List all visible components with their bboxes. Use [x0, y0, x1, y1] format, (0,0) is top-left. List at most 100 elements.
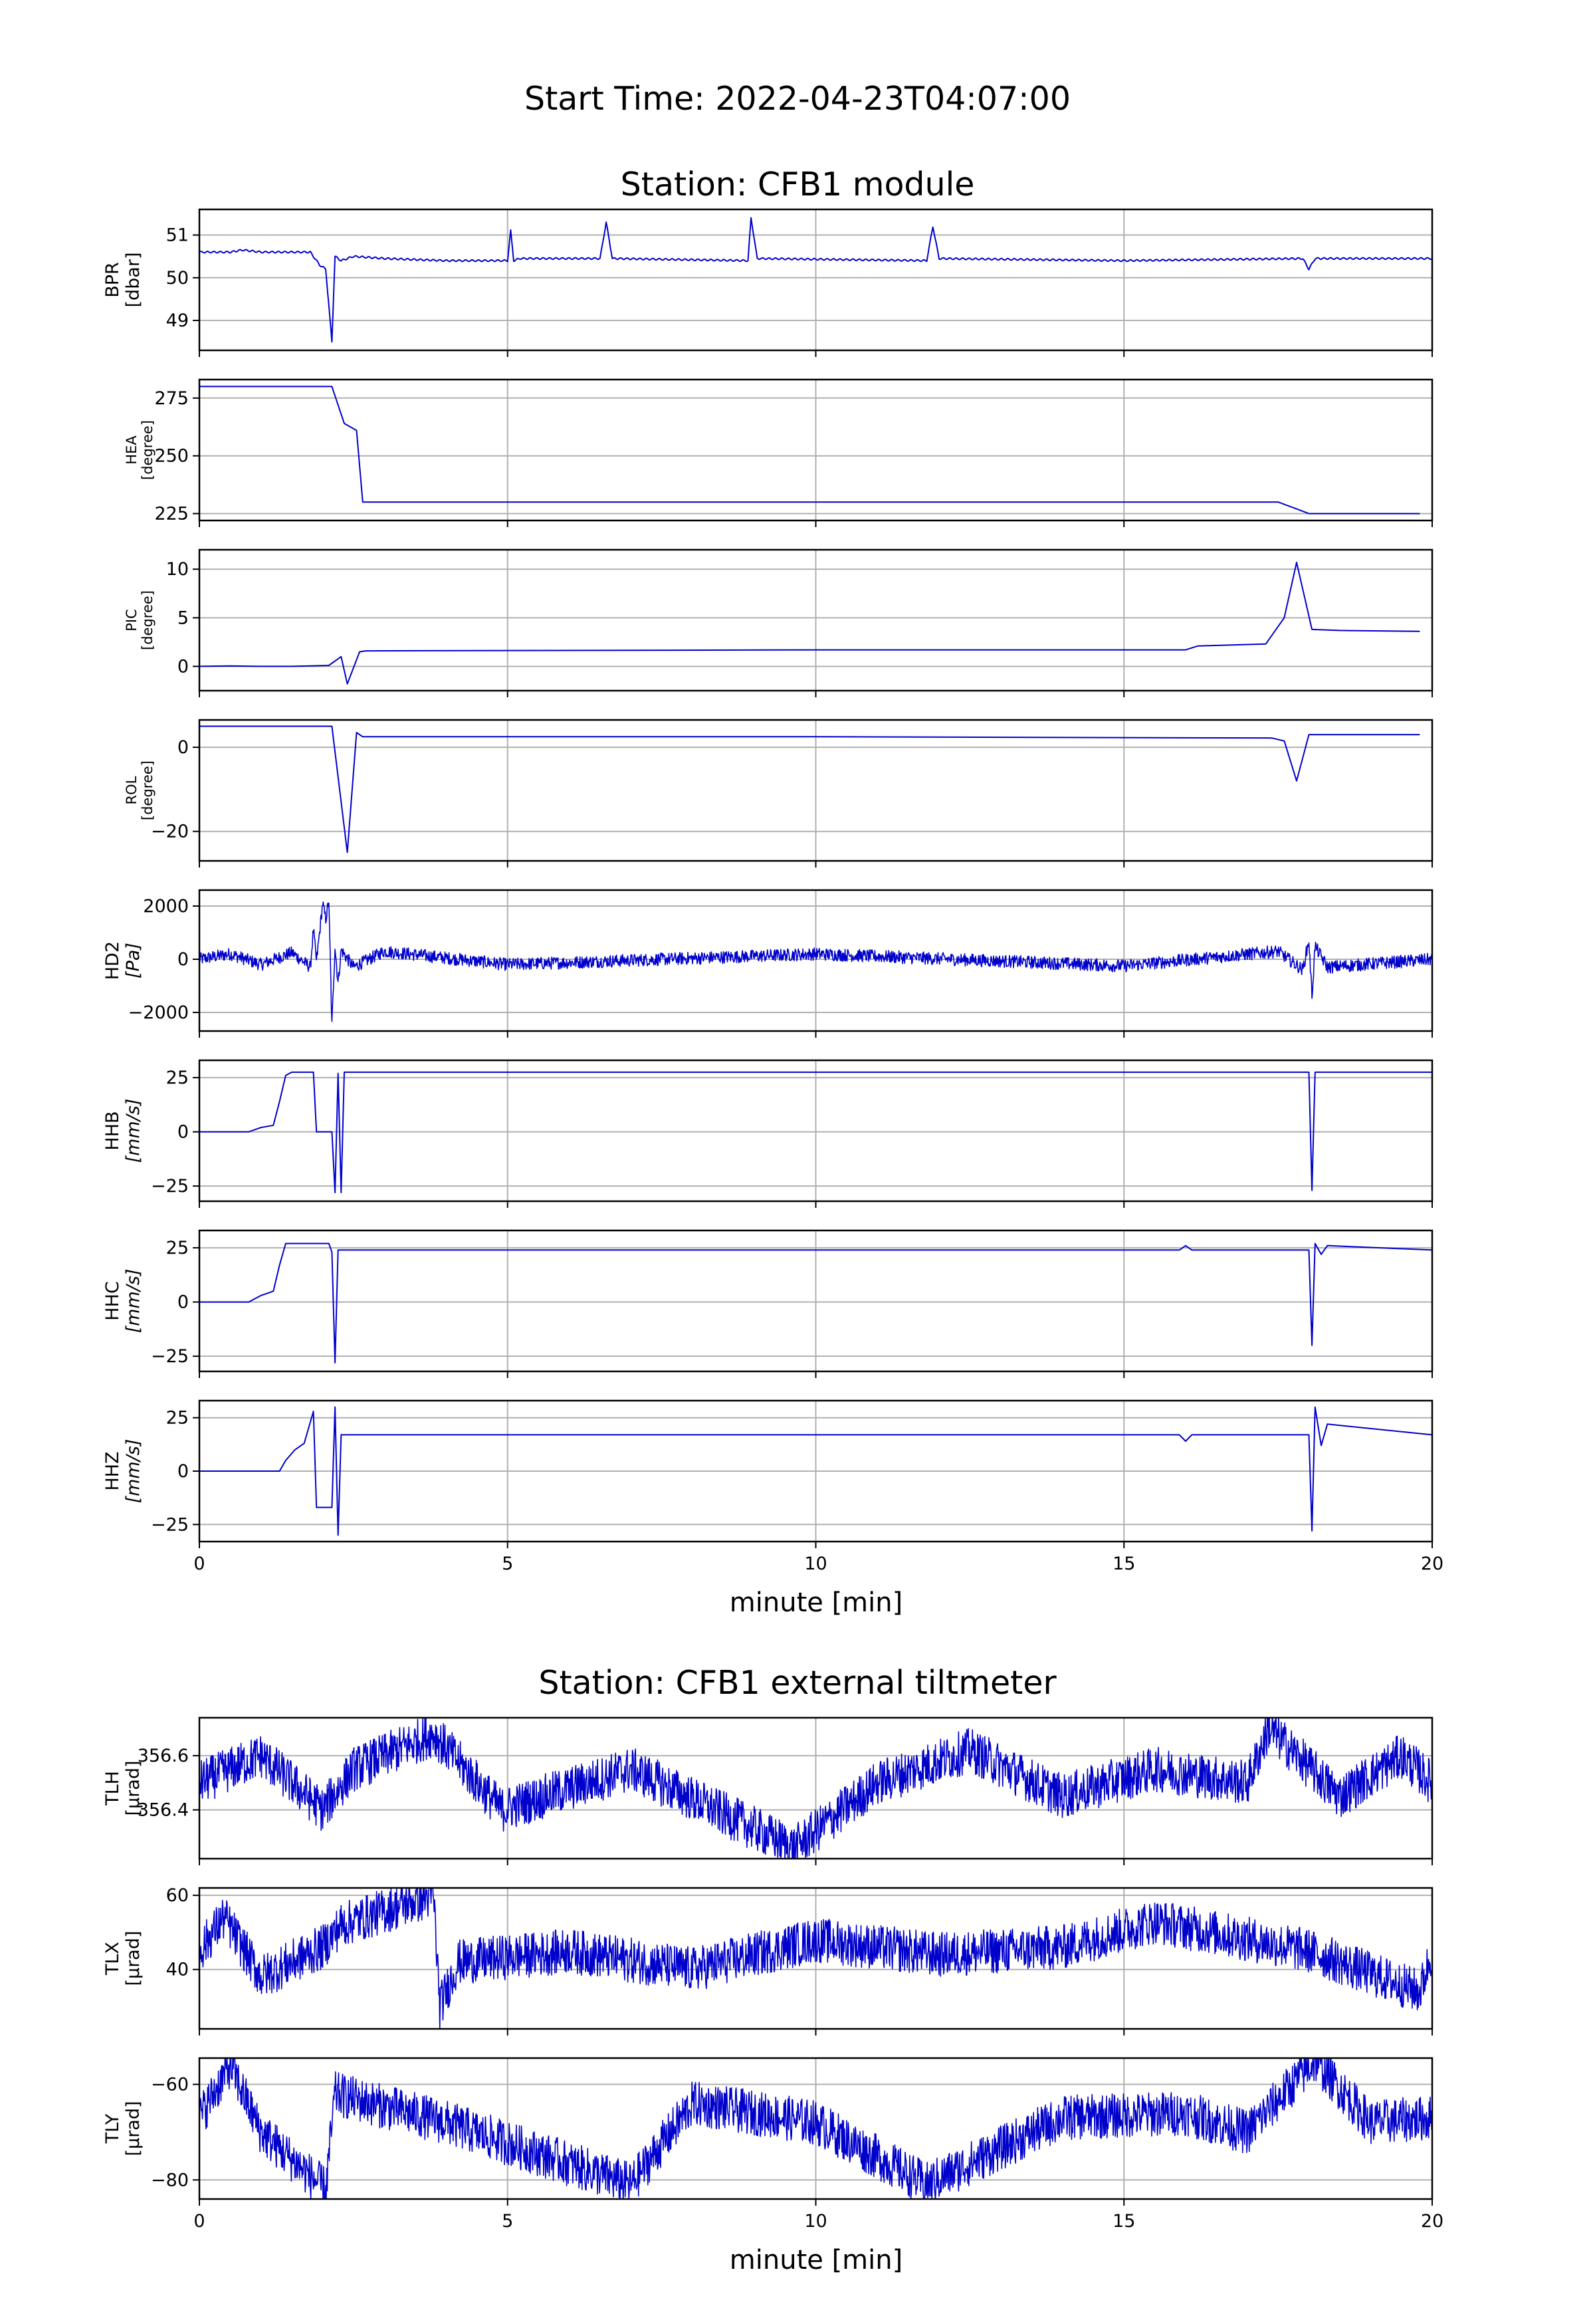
y-axis-label-line: HHC — [102, 1281, 123, 1320]
subplot-hhb: −25 0 25 HHB[mm/s] — [102, 1059, 1434, 1208]
y-tick-label: −2000 — [128, 1002, 189, 1023]
y-tick-label: −25 — [151, 1514, 189, 1535]
y-axis-label-line: [μrad] — [123, 1760, 144, 1815]
y-tick-label: 10 — [166, 559, 189, 580]
x-tick-label: 15 — [1113, 2211, 1135, 2232]
y-axis-label-line: HHB — [102, 1111, 123, 1150]
series-line — [199, 1718, 1432, 1859]
figure-suptitle: Start Time: 2022-04-23T04:07:00 — [524, 80, 1071, 118]
y-axis-label: PIC[degree] — [124, 590, 156, 650]
y-tick-label: 51 — [166, 225, 189, 246]
series-line — [199, 1406, 1432, 1536]
axes-frame — [198, 548, 1434, 692]
x-axis-label-module: minute [min] — [730, 1587, 903, 1618]
y-axis-label: TLY[μrad] — [102, 2101, 144, 2156]
subplot-hhc: −25 0 25 HHC[mm/s] — [102, 1229, 1434, 1378]
x-tick-label: 0 — [193, 1554, 205, 1574]
axes-frame — [198, 1716, 1434, 1860]
y-axis-label-line: TLY — [102, 2113, 123, 2144]
x-tick-label: 5 — [502, 2211, 513, 2232]
y-axis-label-line: HHZ — [102, 1451, 123, 1490]
y-axis-label-line: TLX — [102, 1942, 123, 1976]
series-line — [199, 2058, 1432, 2199]
series-line — [199, 1071, 1432, 1193]
series-line — [199, 217, 1432, 343]
y-tick-label: 0 — [177, 656, 189, 677]
axes-frame — [198, 1887, 1434, 2030]
y-axis-label-line: [degree] — [140, 760, 156, 820]
axes-frame — [198, 208, 1434, 352]
y-axis-label-line: [mm/s] — [123, 1269, 144, 1334]
x-tick-label: 0 — [193, 2211, 205, 2232]
axes-frame — [198, 378, 1434, 522]
y-tick-label: 225 — [154, 504, 189, 524]
subplot-hd2: −2000 0 2000 HD2[Pa] — [102, 889, 1434, 1038]
y-axis-label: HHC[mm/s] — [102, 1269, 144, 1334]
axes-frame — [198, 719, 1434, 862]
section-title-tiltmeter: Station: CFB1 external tiltmeter — [538, 1664, 1057, 1702]
y-axis-label-line: TLH — [102, 1771, 123, 1806]
x-tick-label: 10 — [804, 1554, 827, 1574]
subplot-rol: −20 0 ROL[degree] — [124, 719, 1434, 868]
y-tick-label: 275 — [154, 388, 189, 409]
y-tick-label: 2000 — [143, 896, 189, 917]
subplot-pic: 0 5 10 PIC[degree] — [124, 548, 1434, 697]
axes-frame — [198, 1059, 1434, 1203]
y-tick-label: 0 — [177, 1292, 189, 1313]
y-axis-label-line: [μrad] — [123, 1930, 144, 1986]
y-tick-label: 0 — [177, 737, 189, 758]
y-axis-label-line: ROL — [124, 776, 140, 804]
y-tick-label: −25 — [151, 1346, 189, 1367]
y-axis-label-line: [degree] — [140, 420, 156, 480]
subplot-hea: 225 250 275 HEA[degree] — [124, 378, 1434, 527]
y-axis-label-line: HD2 — [102, 941, 123, 980]
y-axis-label-line: PIC — [124, 609, 140, 632]
x-tick-label: 20 — [1421, 1554, 1443, 1574]
subplot-tly: −80 −60 0 5 10 15 20 TLY[μrad] — [102, 2057, 1443, 2232]
y-axis-label-line: [mm/s] — [123, 1439, 144, 1504]
series-line — [199, 1888, 1432, 2029]
y-tick-label: 0 — [177, 1122, 189, 1143]
y-axis-label: TLH[μrad] — [102, 1760, 144, 1815]
series-line — [199, 562, 1420, 685]
y-tick-label: −80 — [151, 2170, 189, 2190]
y-tick-label: 0 — [177, 1461, 189, 1482]
section-title-module: Station: CFB1 module — [621, 166, 975, 203]
y-tick-label: −25 — [151, 1176, 189, 1197]
y-axis-label-line: BPR — [102, 262, 123, 298]
y-tick-label: 356.4 — [138, 1800, 189, 1821]
subplot-tlx: 40 60 TLX[μrad] — [102, 1885, 1434, 2035]
y-tick-label: −60 — [151, 2075, 189, 2095]
y-tick-label: 5 — [177, 608, 189, 628]
y-tick-label: 0 — [177, 949, 189, 970]
y-axis-label: TLX[μrad] — [102, 1930, 144, 1986]
y-tick-label: 25 — [166, 1068, 189, 1088]
x-tick-label: 5 — [502, 1554, 513, 1574]
x-tick-label: 15 — [1113, 1554, 1135, 1574]
y-tick-label: 25 — [166, 1408, 189, 1429]
y-axis-label: HHB[mm/s] — [102, 1099, 144, 1163]
subplot-bpr: 49 50 51 BPR[dbar] — [102, 208, 1434, 357]
x-axis-label-tiltmeter: minute [min] — [730, 2245, 903, 2275]
axes-frame — [198, 1229, 1434, 1373]
y-axis-label-line: HEA — [124, 435, 140, 465]
series-line — [199, 386, 1420, 515]
series-line — [199, 1242, 1432, 1363]
y-tick-label: 356.6 — [138, 1746, 189, 1766]
x-tick-label: 10 — [804, 2211, 827, 2232]
y-axis-label: HEA[degree] — [124, 420, 156, 480]
y-tick-label: 250 — [154, 446, 189, 467]
y-axis-label: HHZ[mm/s] — [102, 1439, 144, 1504]
y-axis-label-line: [degree] — [140, 590, 156, 650]
y-tick-label: 25 — [166, 1238, 189, 1258]
y-axis-label: HD2[Pa] — [102, 941, 144, 980]
y-tick-label: 40 — [166, 1960, 189, 1980]
y-axis-label-line: [μrad] — [123, 2101, 144, 2156]
y-axis-label: ROL[degree] — [124, 760, 156, 820]
y-tick-label: 50 — [166, 268, 189, 289]
axes-frame — [198, 1399, 1434, 1543]
y-axis-label-line: [mm/s] — [123, 1099, 144, 1163]
